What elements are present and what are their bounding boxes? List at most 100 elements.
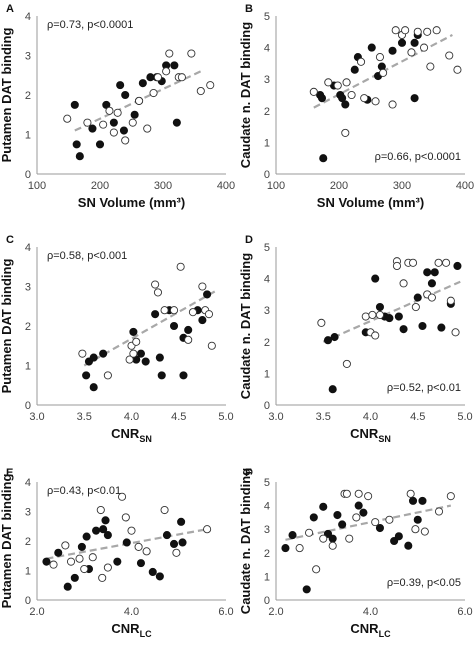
point-open [446, 492, 455, 501]
y-tick-label: 0 [264, 595, 270, 607]
y-tick-label: 3 [25, 51, 31, 63]
y-tick-label: 1 [264, 137, 270, 149]
y-tick-label: 1 [264, 571, 270, 583]
y-tick-label: 4 [25, 477, 31, 489]
point-filled [130, 110, 139, 119]
x-tick-label: 4.5 [410, 411, 425, 423]
point-filled [109, 118, 118, 127]
point-open [420, 527, 429, 536]
point-filled [319, 502, 328, 511]
point-filled [453, 261, 462, 271]
point-filled [157, 371, 166, 380]
panel-d: D 0 1 2 3 4 5 3.0 3.5 4.0 4.5 5.0 CNRSN Caudate n. DA… [238, 234, 473, 444]
trend-line [322, 280, 461, 343]
point-open [99, 120, 108, 129]
point-filled [375, 302, 385, 312]
point-filled [54, 548, 63, 557]
x-axis-label: CNRSN [350, 426, 391, 444]
panel-letter: B [245, 3, 253, 15]
point-filled [198, 316, 207, 325]
point-filled [99, 349, 108, 358]
point-open [391, 26, 400, 35]
point-open [451, 328, 460, 337]
point-open [399, 279, 408, 288]
point-filled [427, 279, 436, 288]
point-filled [42, 557, 51, 566]
point-filled [169, 321, 179, 331]
panel-f: F 0 1 2 3 4 5 2.0 4.0 6.0 CNRLC Caudate n. DAT bind… [238, 467, 473, 639]
panel-letter: E [6, 467, 13, 479]
point-open [83, 118, 92, 127]
point-open [368, 310, 377, 319]
y-tick-label: 5 [264, 11, 270, 23]
point-filled [385, 314, 394, 323]
point-open [198, 282, 207, 291]
point-filled [82, 371, 91, 380]
point-filled [177, 517, 186, 526]
point-open [103, 371, 112, 380]
point-open [125, 355, 134, 364]
point-open [375, 310, 385, 319]
point-filled [92, 526, 101, 535]
x-tick-label: 400 [217, 180, 235, 192]
point-open [188, 308, 197, 317]
point-open [317, 318, 326, 327]
point-open [347, 90, 356, 100]
point-filled [302, 585, 311, 594]
point-filled [89, 353, 98, 362]
point-open [75, 554, 84, 563]
y-tick-label: 3 [264, 305, 270, 317]
stat-annotation: ρ=0.52, p<0.01 [387, 382, 461, 394]
point-filled [341, 100, 350, 109]
point-open [196, 87, 205, 96]
point-filled [410, 94, 419, 103]
point-open [356, 57, 366, 66]
point-filled [333, 510, 342, 520]
x-tick-label: 5.0 [457, 411, 472, 423]
panel-b: B 0 1 2 3 4 5 100 200 300 400 SN Volume (mm³) Caudat… [238, 3, 474, 210]
point-open [379, 68, 388, 77]
point-open [371, 97, 380, 106]
point-filled [155, 353, 164, 362]
point-open [98, 573, 107, 582]
y-tick-label: 4 [264, 43, 270, 55]
point-open [312, 565, 321, 574]
x-tick-label: 4.0 [363, 411, 378, 423]
point-open [113, 108, 122, 117]
x-tick-label: 6.0 [457, 606, 472, 618]
point-open [341, 128, 350, 137]
y-tick-label: 1 [25, 361, 31, 373]
point-open [172, 548, 181, 557]
x-axis-label: CNRSN [111, 426, 152, 444]
point-filled [141, 357, 150, 366]
point-open [434, 258, 443, 267]
point-filled [162, 531, 171, 540]
y-tick-label: 2 [25, 321, 31, 333]
point-filled [179, 371, 188, 380]
point-filled [99, 525, 108, 534]
x-tick-label: 3.5 [77, 411, 92, 423]
point-open [109, 128, 118, 137]
point-open [204, 310, 214, 319]
point-open [309, 87, 318, 96]
point-open [132, 337, 141, 346]
x-tick-label: 3.0 [29, 411, 44, 423]
point-open [392, 261, 402, 271]
y-axis-label: Putamen DAT binding [0, 259, 14, 394]
point-filled [359, 508, 368, 517]
point-filled [350, 65, 359, 74]
point-open [61, 541, 70, 550]
y-tick-label: 1 [264, 368, 270, 380]
y-tick-label: 0 [25, 169, 31, 181]
y-tick-label: 2 [25, 90, 31, 102]
point-open [165, 49, 174, 58]
point-open [342, 489, 351, 498]
x-tick-label: 4.5 [171, 411, 186, 423]
point-filled [418, 496, 427, 505]
point-filled [101, 516, 110, 525]
point-open [406, 489, 415, 498]
y-tick-label: 1 [25, 566, 31, 578]
x-tick-label: 2.0 [29, 606, 44, 618]
x-tick-label: 4.0 [124, 606, 139, 618]
point-open [177, 73, 186, 82]
